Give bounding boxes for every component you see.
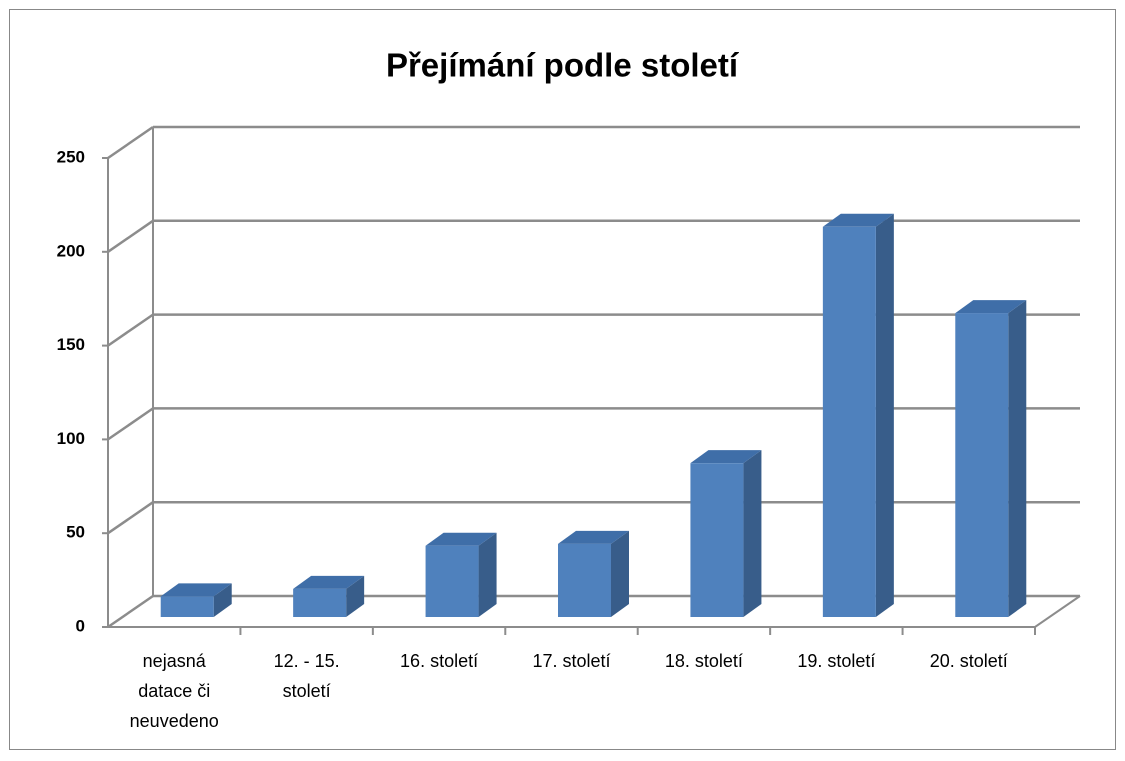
bar-front — [558, 543, 611, 617]
bar-front — [955, 313, 1009, 617]
bar — [160, 583, 232, 617]
grid-line — [107, 313, 154, 347]
grid-line — [107, 125, 154, 160]
grid-line — [107, 407, 154, 441]
grid-line — [107, 594, 154, 629]
bar-top — [822, 213, 894, 227]
bar — [690, 450, 762, 617]
bar-top — [690, 450, 762, 464]
y-tick-label: 250 — [57, 147, 85, 166]
bar-front — [425, 545, 479, 617]
bar-side — [478, 532, 497, 617]
bar-side — [611, 530, 629, 617]
bar-side — [875, 213, 894, 618]
bar-top — [425, 532, 497, 546]
y-tick-label: 200 — [57, 241, 85, 260]
bar — [558, 530, 629, 617]
bar-top — [293, 575, 365, 589]
x-tick-label: 17. století — [532, 651, 610, 671]
bar-front — [160, 596, 214, 617]
bar-front — [822, 226, 876, 618]
bar — [293, 575, 365, 617]
bar-side — [213, 583, 232, 617]
y-tick-label: 0 — [76, 616, 85, 635]
x-tick-label: 16. století — [400, 651, 478, 671]
grid-line — [107, 219, 154, 253]
bar-front — [690, 463, 744, 617]
x-tick-label: nejasná datace či neuvedeno — [130, 651, 219, 731]
x-tick-label: 19. století — [797, 651, 875, 671]
bar-front — [293, 588, 347, 617]
bar — [955, 300, 1027, 617]
x-tick-label: 20. století — [930, 651, 1008, 671]
bar-top — [558, 530, 629, 544]
x-tick-label: 18. století — [665, 651, 743, 671]
bar-side — [346, 575, 365, 617]
bar-top — [955, 300, 1027, 314]
bar — [822, 213, 894, 618]
bar-top — [160, 583, 232, 597]
chart-border — [9, 9, 1116, 750]
y-tick-label: 150 — [57, 335, 85, 354]
grid-line — [107, 501, 154, 535]
x-tick-label: 12. - 15. století — [274, 651, 340, 701]
y-tick-label: 100 — [57, 429, 85, 448]
chart-title: Přejímání podle století — [386, 47, 740, 84]
y-tick-label: 50 — [66, 523, 85, 542]
bar-side — [1008, 300, 1027, 617]
bar — [425, 532, 497, 617]
bar-side — [743, 450, 762, 617]
